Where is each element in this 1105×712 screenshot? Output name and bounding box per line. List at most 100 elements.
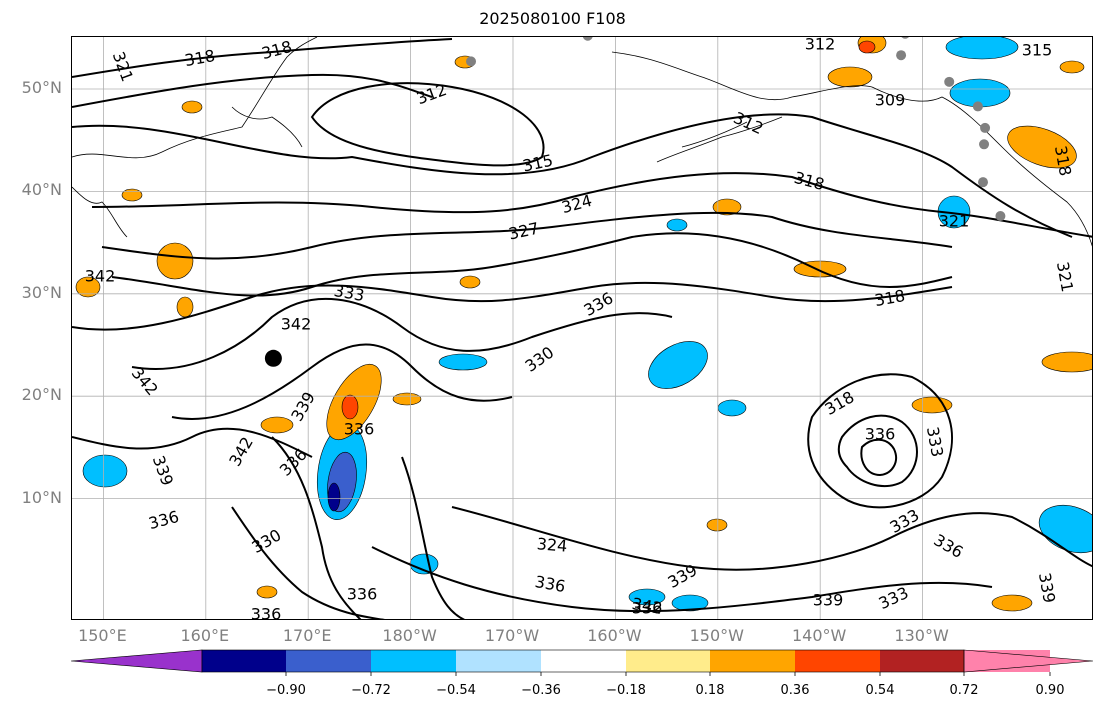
colorbar-segment xyxy=(202,650,286,672)
lon-label: 140°W xyxy=(792,626,847,645)
anomaly-patch xyxy=(1038,504,1092,554)
contour-label: 327 xyxy=(507,219,541,244)
theta-contour xyxy=(72,113,1073,238)
contour-label: 315 xyxy=(521,151,555,176)
coastlines xyxy=(72,37,1092,247)
station-dot xyxy=(901,37,909,39)
anomaly-patch xyxy=(392,392,422,406)
anomaly-patch xyxy=(706,518,728,532)
anomaly-patch xyxy=(256,585,278,599)
contour-label: 336 xyxy=(147,507,181,533)
anomaly-patch xyxy=(75,276,101,298)
colorbar-segment xyxy=(626,650,710,672)
lon-label: 180°W xyxy=(382,626,437,645)
station-dot xyxy=(995,210,1006,221)
lon-label: 150°W xyxy=(689,626,744,645)
theta-contour xyxy=(72,38,453,78)
colorbar-tick-label: −0.18 xyxy=(606,683,646,698)
anomaly-patch xyxy=(671,594,709,612)
lon-label: 170°W xyxy=(484,626,540,645)
theta-contour xyxy=(171,343,513,420)
anomaly-patch xyxy=(121,188,143,202)
contour-label: 312 xyxy=(731,108,767,138)
lon-label: 170°E xyxy=(282,626,332,645)
contour-label: 336 xyxy=(347,585,378,604)
lon-label: 150°E xyxy=(78,626,127,645)
theta-contour xyxy=(111,232,953,297)
anomaly-patch xyxy=(717,399,747,417)
contour-label: 333 xyxy=(887,505,923,537)
contour-label: 339 xyxy=(813,591,844,610)
theta-contour xyxy=(72,281,953,331)
anomaly-patch xyxy=(341,394,359,420)
contour-label: 321 xyxy=(939,212,970,231)
contour-label: 318 xyxy=(822,387,858,419)
anomaly-patch xyxy=(459,275,481,289)
contour-label: 324 xyxy=(536,534,568,556)
anomaly-patch xyxy=(945,37,1019,60)
anomaly-shading xyxy=(75,37,1092,612)
contour-label: 339 xyxy=(287,389,319,425)
contour-label: 312 xyxy=(805,37,836,54)
anomaly-patch xyxy=(176,296,194,318)
chart-title: 2025080100 F108 xyxy=(479,9,626,28)
theta-contour xyxy=(401,456,466,619)
colorbar-tick-label: −0.72 xyxy=(351,683,391,698)
contour-label: 318 xyxy=(183,46,216,70)
coastline xyxy=(231,106,303,148)
station-dot xyxy=(582,37,593,41)
storm-marker xyxy=(264,349,282,367)
contour-label: 336 xyxy=(276,445,311,480)
colorbar-segment xyxy=(371,650,456,672)
theta-contour xyxy=(72,73,433,108)
anomaly-patch xyxy=(1041,351,1092,373)
anomaly-patch xyxy=(438,353,488,371)
anomaly-patch xyxy=(712,198,742,216)
contour-label: 342 xyxy=(85,267,116,286)
contour-label: 321 xyxy=(109,49,137,84)
lon-label: 130°W xyxy=(894,626,949,645)
contour-label: 342 xyxy=(281,315,312,334)
coastline xyxy=(656,116,783,163)
coastline xyxy=(72,186,128,238)
station-dot xyxy=(978,177,989,188)
contour-label: 336 xyxy=(344,420,375,439)
theta-contour xyxy=(271,436,362,619)
theta-contour xyxy=(837,414,918,487)
lat-label: 30°N xyxy=(21,282,62,302)
coastline xyxy=(611,51,1092,247)
anomaly-patch xyxy=(156,242,194,280)
anomaly-patch xyxy=(827,66,873,88)
contour-label: 330 xyxy=(249,525,285,557)
anomaly-patch xyxy=(1007,125,1077,169)
contour-label: 309 xyxy=(875,91,906,110)
theta-contour xyxy=(371,546,993,613)
contour-label: 336 xyxy=(865,425,896,444)
contour-label: 330 xyxy=(521,343,557,376)
colorbar-tick-label: 0.72 xyxy=(949,683,979,698)
contour-label: 321 xyxy=(1053,260,1077,293)
theta-contour xyxy=(101,211,953,260)
contour-label: 339 xyxy=(665,560,701,592)
lat-label: 20°N xyxy=(21,385,62,405)
theta-contour xyxy=(131,297,673,370)
anomaly-patch xyxy=(991,594,1033,612)
station-dot xyxy=(980,122,991,133)
contour-label: 318 xyxy=(873,286,906,310)
colorbar-segment xyxy=(880,650,964,672)
theta-contour xyxy=(451,506,1092,571)
colorbar-tick-label: 0.36 xyxy=(780,683,810,698)
storm-center-marker xyxy=(264,349,282,367)
station-dot xyxy=(972,101,983,112)
contour-label: 339 xyxy=(149,453,177,488)
anomaly-patch xyxy=(181,100,203,114)
theta-contour xyxy=(310,82,545,167)
anomaly-patch xyxy=(858,40,876,54)
colorbar-tick-label: −0.36 xyxy=(521,683,561,698)
coastline xyxy=(681,121,748,148)
anomaly-patch xyxy=(666,218,688,232)
station-dot xyxy=(896,50,907,61)
coastline xyxy=(72,37,318,159)
